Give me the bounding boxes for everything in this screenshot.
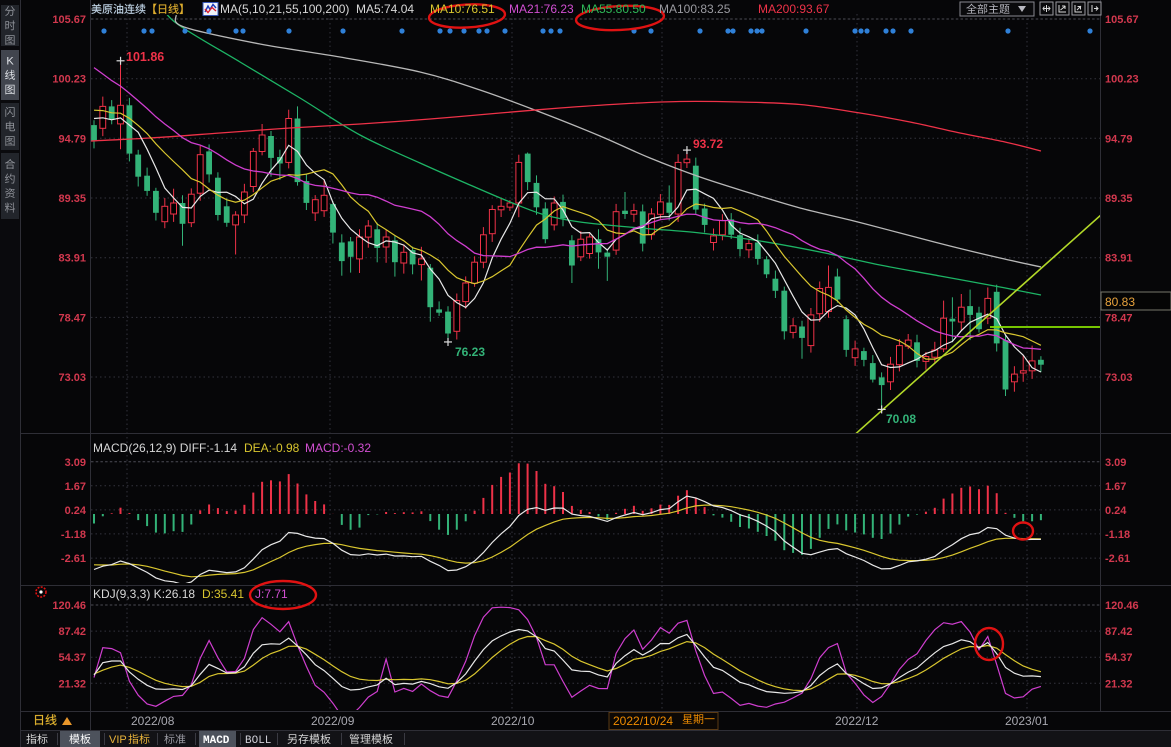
- svg-text:54.37: 54.37: [1105, 652, 1133, 664]
- svg-text:93.72: 93.72: [693, 137, 723, 151]
- svg-text:2022/12: 2022/12: [835, 714, 879, 728]
- svg-text:0.24: 0.24: [1105, 505, 1127, 517]
- svg-text:80.83: 80.83: [1105, 295, 1135, 309]
- svg-text:94.79: 94.79: [58, 133, 86, 145]
- svg-text:2022/10: 2022/10: [491, 714, 535, 728]
- svg-text:73.03: 73.03: [1105, 372, 1133, 384]
- svg-text:3.09: 3.09: [1105, 457, 1126, 469]
- svg-text:83.91: 83.91: [1105, 253, 1133, 265]
- svg-text:-2.61: -2.61: [1105, 553, 1130, 565]
- svg-text:120.46: 120.46: [52, 600, 86, 612]
- svg-text:78.47: 78.47: [58, 312, 86, 324]
- svg-text:0.24: 0.24: [65, 505, 87, 517]
- svg-text:1.67: 1.67: [65, 481, 86, 493]
- svg-text:MACD(26,12,9) DIFF:-1.14: MACD(26,12,9) DIFF:-1.14: [93, 441, 237, 455]
- svg-text:21.32: 21.32: [1105, 678, 1133, 690]
- svg-text:VIP: VIP: [109, 734, 127, 746]
- svg-text:-2.61: -2.61: [61, 553, 86, 565]
- svg-text:120.46: 120.46: [1105, 600, 1139, 612]
- svg-text:54.37: 54.37: [58, 652, 86, 664]
- svg-text:MA(5,10,21,55,100,200): MA(5,10,21,55,100,200): [220, 2, 349, 16]
- svg-text:MA5:74.04: MA5:74.04: [356, 2, 414, 16]
- svg-text:2022/10/24: 2022/10/24: [613, 714, 673, 728]
- svg-text:MACD: MACD: [203, 735, 230, 747]
- svg-text:101.86: 101.86: [126, 50, 164, 64]
- svg-text:MA55:80.50: MA55:80.50: [581, 2, 646, 16]
- svg-text:MA200:93.67: MA200:93.67: [758, 2, 830, 16]
- svg-text:83.91: 83.91: [58, 253, 86, 265]
- svg-text:105.67: 105.67: [52, 14, 86, 26]
- svg-text:MA10:76.51: MA10:76.51: [430, 2, 495, 16]
- svg-text:70.08: 70.08: [886, 412, 916, 426]
- svg-text:105.67: 105.67: [1105, 14, 1139, 26]
- svg-text:100.23: 100.23: [1105, 74, 1139, 86]
- svg-text:K: K: [6, 56, 14, 68]
- svg-text:73.03: 73.03: [58, 372, 86, 384]
- svg-text:MA100:83.25: MA100:83.25: [659, 2, 731, 16]
- svg-text:2023/01: 2023/01: [1005, 714, 1049, 728]
- svg-text:89.35: 89.35: [1105, 193, 1133, 205]
- svg-text:D:35.41: D:35.41: [202, 587, 244, 601]
- svg-text:1.67: 1.67: [1105, 481, 1126, 493]
- svg-text:MACD:-0.32: MACD:-0.32: [305, 441, 371, 455]
- svg-text:94.79: 94.79: [1105, 133, 1133, 145]
- svg-text:KDJ(9,3,3) K:26.18: KDJ(9,3,3) K:26.18: [93, 587, 195, 601]
- svg-text:MA21:76.23: MA21:76.23: [509, 2, 574, 16]
- svg-text:-1.18: -1.18: [61, 529, 86, 541]
- svg-text:21.32: 21.32: [58, 678, 86, 690]
- svg-text:BOLL: BOLL: [245, 735, 271, 747]
- svg-text:2022/08: 2022/08: [131, 714, 175, 728]
- svg-text:78.47: 78.47: [1105, 312, 1133, 324]
- svg-text:89.35: 89.35: [58, 193, 86, 205]
- svg-text:-1.18: -1.18: [1105, 529, 1130, 541]
- svg-text:87.42: 87.42: [1105, 626, 1133, 638]
- svg-text:76.23: 76.23: [455, 345, 485, 359]
- svg-text:J:7.71: J:7.71: [255, 587, 288, 601]
- svg-text:100.23: 100.23: [52, 74, 86, 86]
- svg-text:87.42: 87.42: [58, 626, 86, 638]
- svg-text:3.09: 3.09: [65, 457, 86, 469]
- svg-text:2022/09: 2022/09: [311, 714, 355, 728]
- svg-text:DEA:-0.98: DEA:-0.98: [244, 441, 300, 455]
